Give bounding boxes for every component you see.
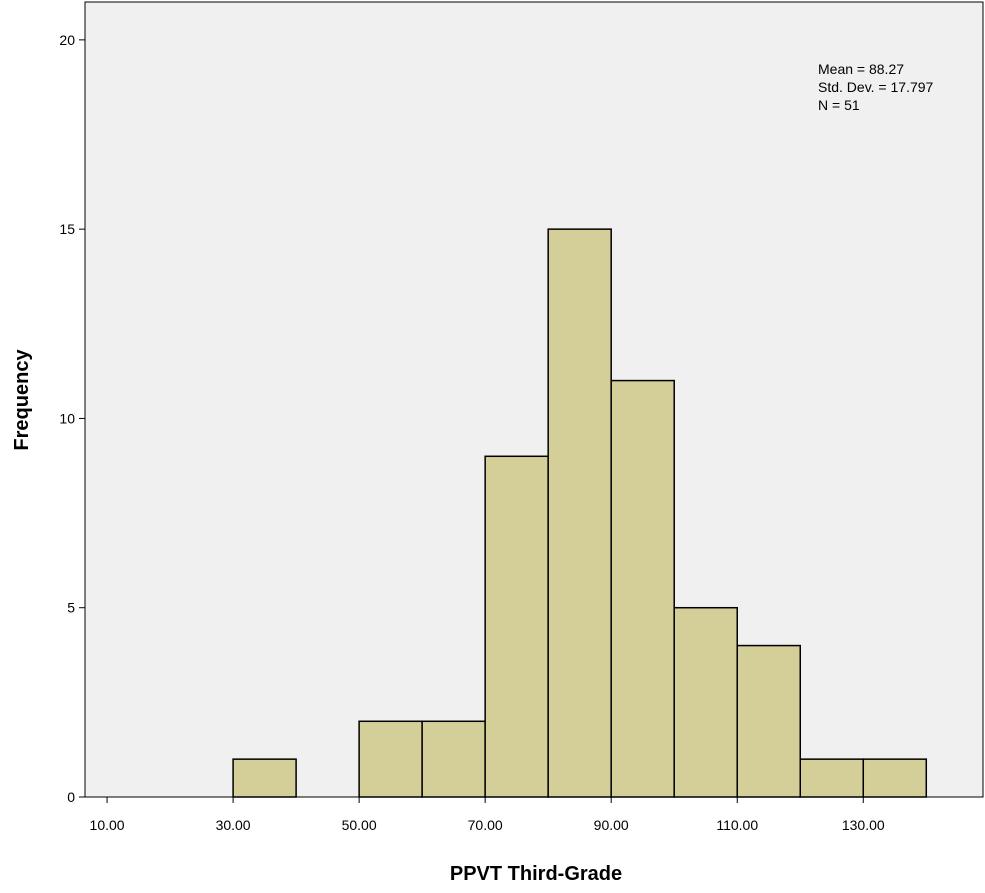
stats-n: N = 51 [818, 97, 860, 113]
histogram-bar [358, 720, 423, 798]
x-tick-label: 10.00 [90, 817, 125, 833]
bars-layer [232, 228, 928, 798]
y-tick-label: 5 [67, 600, 75, 616]
x-tick-label: 50.00 [342, 817, 377, 833]
y-tick-label: 20 [59, 32, 75, 48]
y-axis: 0 5 10 15 20 [59, 32, 85, 805]
stats-mean: Mean = 88.27 [818, 61, 904, 77]
histogram-bar [799, 758, 865, 798]
x-tick-label: 110.00 [716, 817, 758, 833]
histogram-bar [610, 379, 675, 798]
x-tick-label: 30.00 [216, 817, 251, 833]
histogram-bar [736, 644, 801, 798]
y-tick-label: 10 [59, 410, 75, 426]
x-axis-title: PPVT Third-Grade [450, 863, 622, 885]
y-axis-title: Frequency [11, 349, 33, 451]
x-axis: 10.00 30.00 50.00 70.00 90.00 110.00 130.00 [90, 797, 885, 833]
x-tick-label: 90.00 [594, 817, 629, 833]
histogram-bar [862, 758, 928, 798]
stats-std-dev: Std. Dev. = 17.797 [818, 79, 934, 95]
histogram-bar [232, 758, 297, 798]
histogram-bar [484, 455, 549, 798]
histogram-bar [673, 606, 738, 798]
histogram-bar [421, 720, 486, 798]
stats-box: Mean = 88.27 Std. Dev. = 17.797 N = 51 [818, 61, 934, 113]
y-tick-label: 15 [59, 221, 75, 237]
x-tick-label: 70.00 [468, 817, 503, 833]
y-tick-label: 0 [67, 789, 75, 805]
histogram-bar [547, 228, 612, 798]
x-tick-label: 130.00 [842, 817, 885, 833]
